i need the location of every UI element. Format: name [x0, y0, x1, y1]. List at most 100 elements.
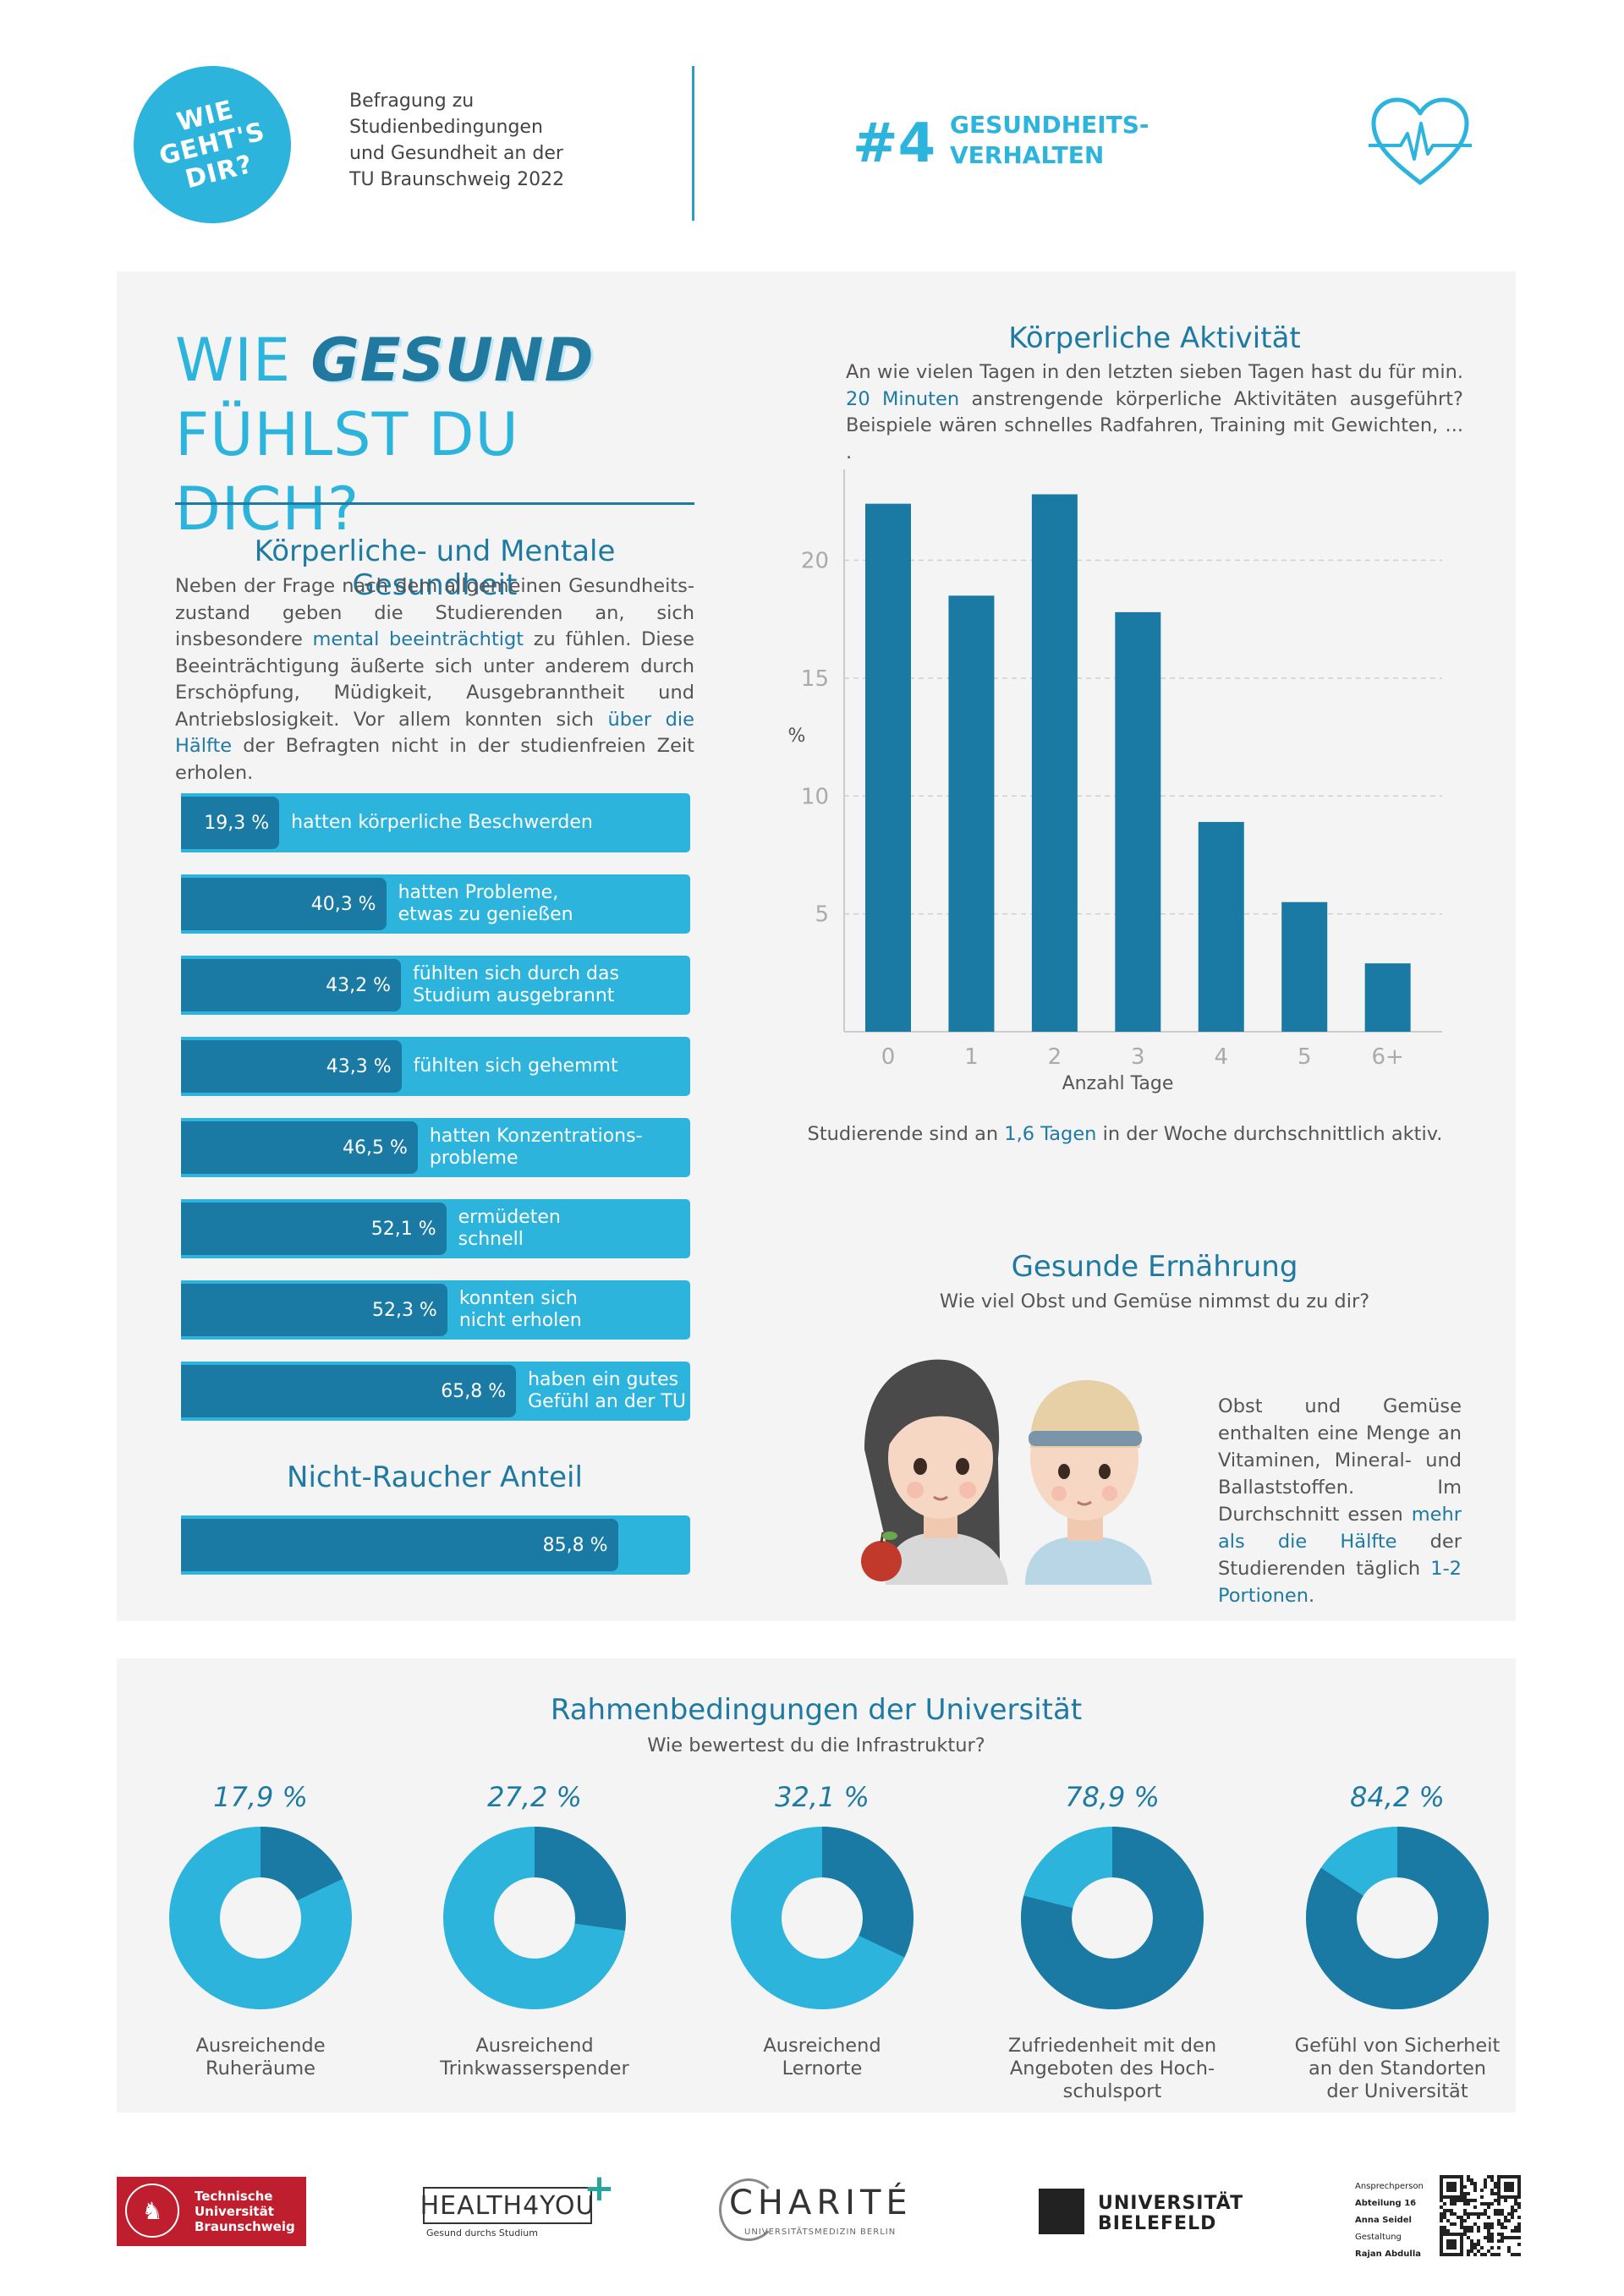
stat-bar-label-line: Studium ausgebrannt — [413, 985, 615, 1006]
header-divider — [692, 66, 694, 221]
donut-percentage: 78,9 % — [1065, 1781, 1160, 1813]
donut-label-line: der Universität — [1326, 2080, 1468, 2102]
activity-title: Körperliche Aktivität — [1008, 321, 1301, 355]
nutrition-text-highlight: mehr als die Hälfte — [1218, 1504, 1462, 1553]
activity-summary: Studierende sind an 1,6 Tagen in der Woc… — [787, 1123, 1463, 1145]
nutrition-question: Wie viel Obst und Gemüse nimmst du zu di… — [939, 1290, 1370, 1312]
x-tick-label: 5 — [1298, 1044, 1312, 1070]
wie-gehts-dir-logo: WIE GEHT'S DIR? — [117, 49, 308, 240]
health-text-part: der Befragten nicht in der studienfreien… — [175, 735, 694, 784]
stat-bar-label-line: fühlten sich durch das — [413, 963, 619, 984]
stat-bar-label-line: ermüdeten — [458, 1207, 561, 1228]
stat-bar-label-line: hatten Konzentrations- — [429, 1126, 643, 1147]
headline-highlight: GESUND — [310, 326, 595, 395]
charite-arc-icon — [719, 2178, 778, 2241]
donut-label-line: Ausreichend — [475, 2035, 594, 2057]
activity-summary-part: in der Woche durchschnittlich aktiv. — [1096, 1123, 1443, 1145]
donut-percentage: 84,2 % — [1350, 1781, 1445, 1813]
girl-illustration — [861, 1359, 1008, 1585]
health-text-highlight: mental beeinträchtigt — [312, 628, 524, 650]
survey-description-line: TU Braunschweig 2022 — [349, 169, 565, 190]
donut-item: 17,9 % Ausreichende Ruheräume — [142, 1781, 379, 2085]
contact-label: Ansprechperson — [1355, 2182, 1424, 2191]
x-tick-label: 4 — [1214, 1044, 1228, 1070]
bar — [1198, 821, 1244, 1032]
non-smoker-bar-fill: 85,8 % — [181, 1519, 618, 1571]
y-tick-label: 15 — [801, 666, 829, 692]
nutrition-text: Obst und Gemüse enthalten eine Menge an … — [1218, 1393, 1462, 1609]
stat-bar-label: fühlten sich durch das Studium ausgebrann… — [401, 956, 619, 1015]
nutrition-title: Gesunde Ernährung — [1011, 1250, 1298, 1284]
tu-logo-line: Technische — [195, 2189, 273, 2204]
donut-label: Ausreichende Ruheräume — [142, 2035, 379, 2080]
issue-number: #4 — [853, 112, 936, 175]
infrastructure-question: Wie bewertest du die Infrastruktur? — [647, 1734, 985, 1756]
donut-label-line: Trinkwasserspender — [440, 2058, 629, 2080]
donut-value-slice — [443, 1827, 626, 2009]
qr-code-icon[interactable] — [1440, 2175, 1521, 2256]
donut-label-line: Gefühl von Sicherheit — [1294, 2035, 1501, 2057]
headline-rule — [175, 502, 694, 505]
donut-percentage: 27,2 % — [487, 1781, 582, 1813]
donut-value-slice — [169, 1827, 352, 2009]
donut-label: Ausreichend Trinkwasserspender — [416, 2035, 653, 2080]
bielefeld-line: UNIVERSITÄT — [1098, 2193, 1244, 2214]
donut-item: 84,2 % Gefühl von Sicherheit an den Stando… — [1279, 1781, 1516, 2102]
stat-bar: 40,3 % hatten Probleme, etwas zu genießen — [181, 874, 690, 934]
bielefeld-logo: UNIVERSITÄT BIELEFELD — [1039, 2189, 1243, 2236]
bar — [1281, 901, 1328, 1032]
stat-bar-label: fühlten sich gehemmt — [402, 1037, 618, 1096]
donut-label-line: an den Standorten — [1308, 2058, 1487, 2080]
donut-item: 78,9 % Zufriedenheit mit den Angeboten des… — [994, 1781, 1231, 2102]
bielefeld-name: UNIVERSITÄT BIELEFELD — [1098, 2194, 1243, 2234]
stat-bar-label-line: hatten Probleme, — [398, 882, 559, 903]
health-section-text: Neben der Frage nach dem allgemeinen Ges… — [175, 573, 694, 786]
stat-bar-label-line: hatten körperliche Beschwerden — [291, 812, 593, 833]
contact-department: Abteilung 16 — [1355, 2199, 1417, 2208]
stat-bar-label-line: fühlten sich gehemmt — [413, 1055, 618, 1077]
y-tick-label: 20 — [801, 549, 829, 574]
activity-summary-part: Studierende sind an — [807, 1123, 1005, 1145]
donut-chart — [731, 1827, 914, 2009]
tu-braunschweig-logo: ♞ Technische Universität Braunschweig — [117, 2177, 306, 2246]
stat-bar-value: 43,3 % — [181, 1040, 402, 1093]
stat-bar: 43,3 % fühlten sich gehemmt — [181, 1037, 690, 1096]
stat-bar-label-line: etwas zu genießen — [398, 904, 573, 925]
contact-info: Ansprechperson Abteilung 16 Anna Seidel … — [1355, 2178, 1440, 2263]
donut-label-line: Ausreichend — [763, 2035, 881, 2057]
stat-bar: 46,5 % hatten Konzentrations-probleme — [181, 1118, 690, 1177]
donut-label-line: Lernorte — [782, 2058, 863, 2080]
donut-label: Zufriedenheit mit den Angeboten des Hoch-… — [994, 2035, 1231, 2103]
stat-bar-value: 19,3 % — [181, 797, 280, 849]
donut-label-line: Ruheräume — [205, 2058, 316, 2080]
boy-illustration — [1025, 1380, 1152, 1585]
design-label: Gestaltung — [1355, 2233, 1402, 2242]
y-axis-label: % — [788, 726, 806, 747]
donut-label: Gefühl von Sicherheit an den Standorten de… — [1279, 2035, 1516, 2103]
donut-label-line: Ausreichende — [195, 2035, 326, 2057]
survey-description-line: Befragung zu — [349, 90, 475, 112]
health4you-subtitle: Gesund durchs Studium — [426, 2228, 538, 2238]
nutrition-text-highlight: 1-2 Portionen — [1218, 1558, 1462, 1607]
non-smoker-bar: 85,8 % — [181, 1515, 690, 1575]
donut-value-slice — [1306, 1827, 1489, 2009]
x-tick-label: 0 — [881, 1044, 896, 1070]
health-text-highlight: über die Hälfte — [175, 708, 694, 758]
donut-chart — [1021, 1827, 1204, 2009]
stat-bar-label-line: konnten sich — [458, 1288, 578, 1309]
contact-person: Anna Seidel — [1355, 2216, 1412, 2225]
headline: WIE GESUND FÜHLST DU DICH? — [175, 323, 700, 546]
donut-chart — [443, 1827, 626, 2009]
stat-bar-label: ermüdeten schnell — [447, 1199, 561, 1258]
bar — [1031, 494, 1078, 1032]
heart-pulse-icon — [1369, 97, 1472, 185]
stat-bar: 52,3 % konnten sich nicht erholen — [181, 1280, 690, 1340]
activity-question-part: anstrengende körperliche Aktivitäten aus… — [846, 387, 1463, 463]
stat-bar-value: 46,5 % — [181, 1121, 418, 1174]
donut-value-slice — [1021, 1827, 1204, 2009]
health4you-name: HEALTH4YOU — [420, 2187, 594, 2224]
donut-percentage: 32,1 % — [775, 1781, 870, 1813]
stat-bar: 65,8 % haben ein gutes Gefühl an der TU — [181, 1362, 690, 1421]
headline-part-1: WIE — [175, 326, 311, 395]
stat-bar: 52,1 % ermüdeten schnell — [181, 1199, 690, 1258]
